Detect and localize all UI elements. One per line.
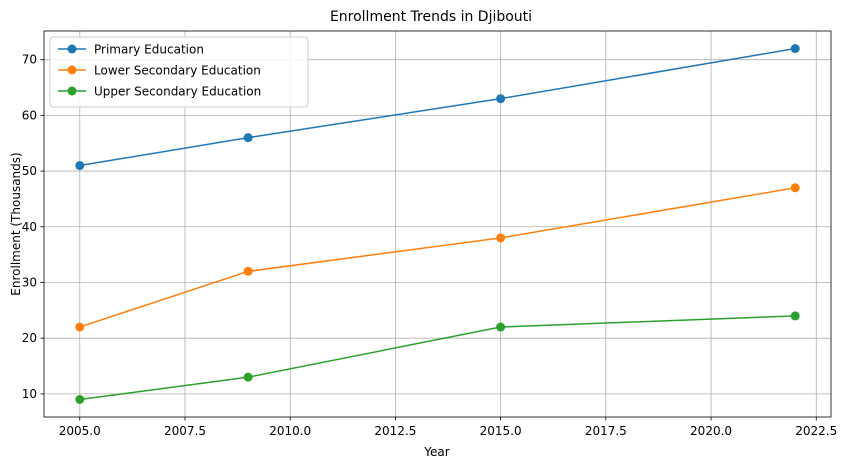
legend-label: Primary Education bbox=[94, 43, 204, 57]
y-tick-label: 20 bbox=[22, 331, 37, 345]
series-2 bbox=[75, 311, 800, 404]
series-line bbox=[79, 187, 796, 328]
x-tick-label: 2022.5 bbox=[795, 424, 837, 438]
data-point bbox=[790, 183, 800, 193]
y-tick-label: 40 bbox=[22, 220, 37, 234]
y-tick-label: 50 bbox=[22, 164, 37, 178]
x-tick-label: 2010.0 bbox=[269, 424, 311, 438]
x-tick-label: 2015.0 bbox=[480, 424, 522, 438]
legend-item: Primary Education bbox=[58, 43, 204, 57]
x-tick-label: 2012.5 bbox=[374, 424, 416, 438]
y-tick-label: 70 bbox=[22, 53, 37, 67]
legend-marker bbox=[67, 44, 77, 54]
legend-item: Upper Secondary Education bbox=[58, 85, 261, 99]
data-point bbox=[496, 94, 506, 104]
series-line bbox=[79, 47, 796, 167]
plot-frame bbox=[43, 30, 832, 418]
legend-marker bbox=[67, 65, 77, 75]
legend-item: Lower Secondary Education bbox=[58, 64, 261, 78]
data-point bbox=[75, 161, 85, 171]
x-tick-label: 2005.0 bbox=[59, 424, 101, 438]
data-point bbox=[496, 322, 506, 332]
legend-box bbox=[49, 36, 309, 108]
y-tick-label: 60 bbox=[22, 108, 37, 122]
y-tick-label: 30 bbox=[22, 275, 37, 289]
legend-label: Upper Secondary Education bbox=[94, 85, 261, 99]
data-point bbox=[75, 322, 85, 332]
data-point bbox=[75, 394, 85, 404]
series-line bbox=[79, 315, 796, 401]
chart-title: Enrollment Trends in Djibouti bbox=[330, 9, 532, 25]
data-point bbox=[243, 133, 253, 143]
x-axis-label: Year bbox=[423, 445, 449, 459]
axis-ticks: 2005.0 2007.5 2010.0 2012.5 2015.0 2017.5 2020… bbox=[22, 53, 838, 438]
data-point bbox=[243, 266, 253, 276]
series-1 bbox=[75, 183, 800, 332]
x-tick-label: 2017.5 bbox=[585, 424, 627, 438]
legend-label: Lower Secondary Education bbox=[94, 64, 261, 78]
x-tick-label: 2020.0 bbox=[690, 424, 732, 438]
y-axis-label: Enrollment (Thousands) bbox=[9, 152, 23, 295]
series-0 bbox=[75, 44, 800, 171]
legend: Primary Education Lower Secondary Educati… bbox=[49, 36, 309, 108]
data-point bbox=[243, 372, 253, 382]
data-point bbox=[496, 233, 506, 243]
legend-marker bbox=[67, 86, 77, 96]
x-tick-label: 2007.5 bbox=[164, 424, 206, 438]
y-tick-label: 10 bbox=[22, 387, 37, 401]
data-point bbox=[790, 44, 800, 54]
series-layer bbox=[75, 44, 800, 404]
data-point bbox=[790, 311, 800, 321]
